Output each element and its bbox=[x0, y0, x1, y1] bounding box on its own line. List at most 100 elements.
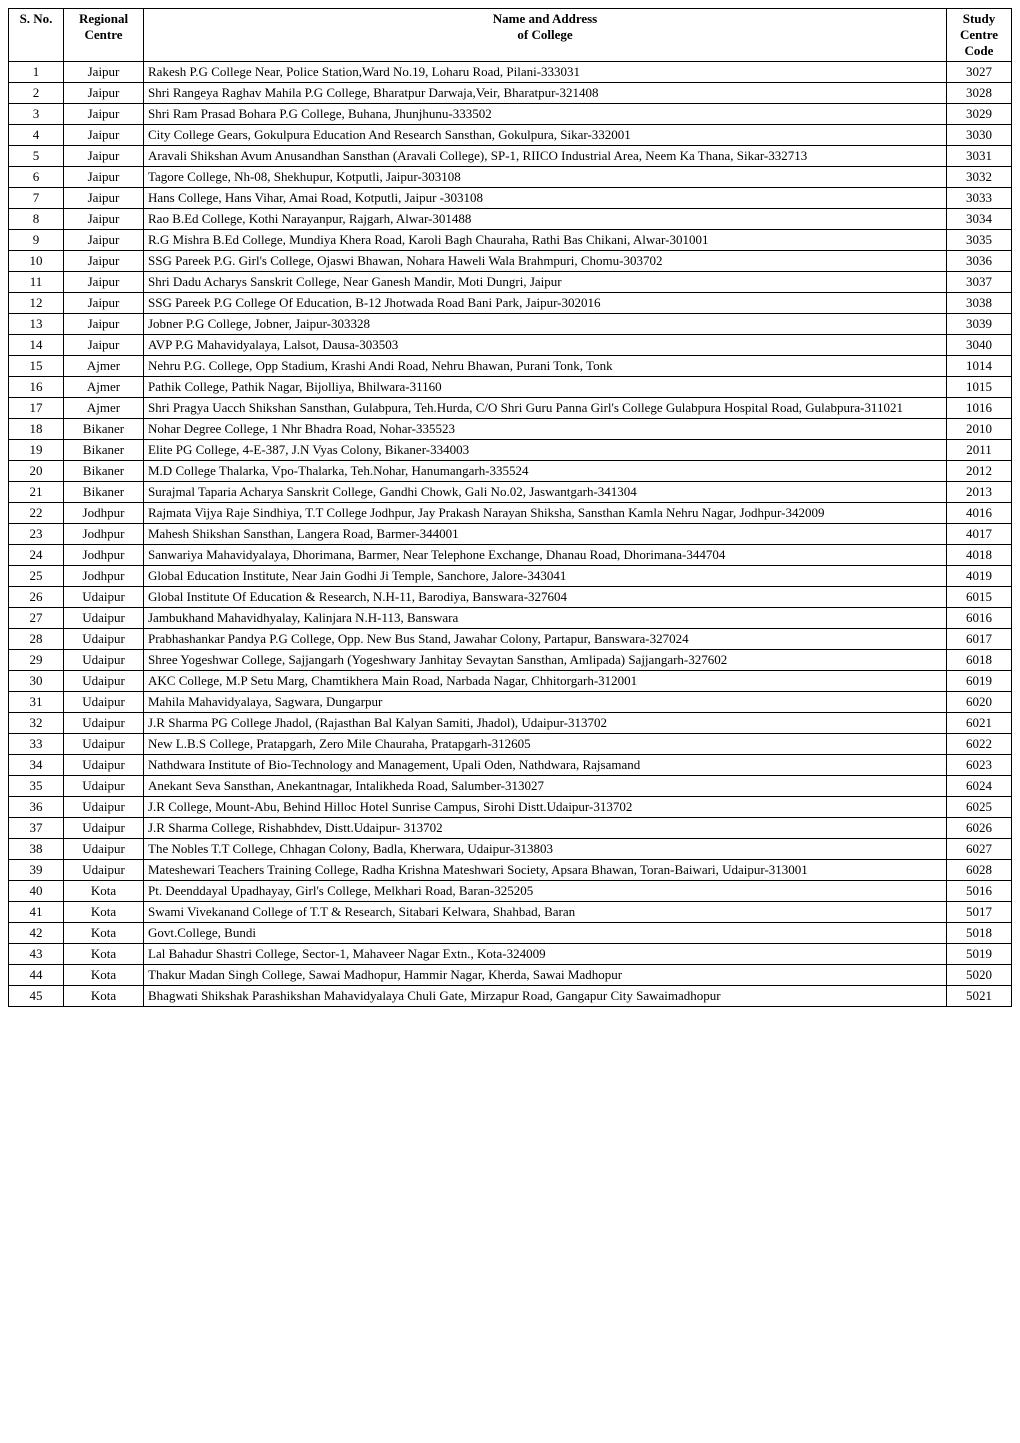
cell-code: 5021 bbox=[947, 986, 1012, 1007]
cell-code: 4018 bbox=[947, 545, 1012, 566]
cell-code: 3030 bbox=[947, 125, 1012, 146]
cell-code: 5016 bbox=[947, 881, 1012, 902]
cell-centre: Jodhpur bbox=[64, 503, 144, 524]
colleges-table: S. No. Regional Centre Name and Address … bbox=[8, 8, 1012, 1007]
cell-address: Shri Dadu Acharys Sanskrit College, Near… bbox=[144, 272, 947, 293]
cell-address: Sanwariya Mahavidyalaya, Dhorimana, Barm… bbox=[144, 545, 947, 566]
table-row: 17AjmerShri Pragya Uacch Shikshan Sansth… bbox=[9, 398, 1012, 419]
cell-code: 3040 bbox=[947, 335, 1012, 356]
table-row: 22JodhpurRajmata Vijya Raje Sindhiya, T.… bbox=[9, 503, 1012, 524]
table-row: 37UdaipurJ.R Sharma College, Rishabhdev,… bbox=[9, 818, 1012, 839]
cell-code: 5019 bbox=[947, 944, 1012, 965]
cell-centre: Jaipur bbox=[64, 188, 144, 209]
cell-centre: Jaipur bbox=[64, 146, 144, 167]
cell-centre: Jaipur bbox=[64, 62, 144, 83]
col-centre: Regional Centre bbox=[64, 9, 144, 62]
cell-address: Nohar Degree College, 1 Nhr Bhadra Road,… bbox=[144, 419, 947, 440]
table-row: 13JaipurJobner P.G College, Jobner, Jaip… bbox=[9, 314, 1012, 335]
cell-code: 6016 bbox=[947, 608, 1012, 629]
cell-address: Swami Vivekanand College of T.T & Resear… bbox=[144, 902, 947, 923]
cell-sno: 4 bbox=[9, 125, 64, 146]
cell-centre: Udaipur bbox=[64, 671, 144, 692]
cell-address: Rao B.Ed College, Kothi Narayanpur, Rajg… bbox=[144, 209, 947, 230]
cell-address: Global Institute Of Education & Research… bbox=[144, 587, 947, 608]
cell-centre: Jaipur bbox=[64, 83, 144, 104]
cell-address: Anekant Seva Sansthan, Anekantnagar, Int… bbox=[144, 776, 947, 797]
cell-code: 6015 bbox=[947, 587, 1012, 608]
cell-code: 3037 bbox=[947, 272, 1012, 293]
cell-address: New L.B.S College, Pratapgarh, Zero Mile… bbox=[144, 734, 947, 755]
cell-code: 2012 bbox=[947, 461, 1012, 482]
cell-sno: 40 bbox=[9, 881, 64, 902]
cell-address: Prabhashankar Pandya P.G College, Opp. N… bbox=[144, 629, 947, 650]
cell-code: 6019 bbox=[947, 671, 1012, 692]
table-row: 27UdaipurJambukhand Mahavidhyalay, Kalin… bbox=[9, 608, 1012, 629]
cell-address: Shri Pragya Uacch Shikshan Sansthan, Gul… bbox=[144, 398, 947, 419]
cell-address: Pathik College, Pathik Nagar, Bijolliya,… bbox=[144, 377, 947, 398]
col-code: Study Centre Code bbox=[947, 9, 1012, 62]
cell-address: The Nobles T.T College, Chhagan Colony, … bbox=[144, 839, 947, 860]
table-row: 6JaipurTagore College, Nh-08, Shekhupur,… bbox=[9, 167, 1012, 188]
cell-code: 3038 bbox=[947, 293, 1012, 314]
cell-address: Mahesh Shikshan Sansthan, Langera Road, … bbox=[144, 524, 947, 545]
table-row: 18BikanerNohar Degree College, 1 Nhr Bha… bbox=[9, 419, 1012, 440]
cell-sno: 8 bbox=[9, 209, 64, 230]
cell-code: 6023 bbox=[947, 755, 1012, 776]
cell-sno: 28 bbox=[9, 629, 64, 650]
cell-sno: 39 bbox=[9, 860, 64, 881]
cell-sno: 27 bbox=[9, 608, 64, 629]
table-row: 14JaipurAVP P.G Mahavidyalaya, Lalsot, D… bbox=[9, 335, 1012, 356]
table-row: 23JodhpurMahesh Shikshan Sansthan, Lange… bbox=[9, 524, 1012, 545]
cell-centre: Udaipur bbox=[64, 818, 144, 839]
cell-address: SSG Pareek P.G College Of Education, B-1… bbox=[144, 293, 947, 314]
cell-code: 3033 bbox=[947, 188, 1012, 209]
cell-code: 2010 bbox=[947, 419, 1012, 440]
table-row: 3JaipurShri Ram Prasad Bohara P.G Colleg… bbox=[9, 104, 1012, 125]
cell-code: 4016 bbox=[947, 503, 1012, 524]
table-row: 44KotaThakur Madan Singh College, Sawai … bbox=[9, 965, 1012, 986]
cell-address: Mateshewari Teachers Training College, R… bbox=[144, 860, 947, 881]
cell-sno: 44 bbox=[9, 965, 64, 986]
cell-code: 3027 bbox=[947, 62, 1012, 83]
cell-address: Tagore College, Nh-08, Shekhupur, Kotput… bbox=[144, 167, 947, 188]
cell-centre: Bikaner bbox=[64, 482, 144, 503]
cell-address: SSG Pareek P.G. Girl's College, Ojaswi B… bbox=[144, 251, 947, 272]
col-addr-line1: Name and Address bbox=[493, 11, 598, 26]
cell-code: 6021 bbox=[947, 713, 1012, 734]
cell-sno: 7 bbox=[9, 188, 64, 209]
cell-sno: 5 bbox=[9, 146, 64, 167]
cell-centre: Jodhpur bbox=[64, 524, 144, 545]
cell-code: 4019 bbox=[947, 566, 1012, 587]
cell-sno: 41 bbox=[9, 902, 64, 923]
cell-sno: 14 bbox=[9, 335, 64, 356]
cell-code: 4017 bbox=[947, 524, 1012, 545]
cell-centre: Udaipur bbox=[64, 839, 144, 860]
cell-code: 1016 bbox=[947, 398, 1012, 419]
cell-address: Nehru P.G. College, Opp Stadium, Krashi … bbox=[144, 356, 947, 377]
cell-centre: Kota bbox=[64, 986, 144, 1007]
cell-sno: 3 bbox=[9, 104, 64, 125]
cell-centre: Jodhpur bbox=[64, 545, 144, 566]
table-row: 25JodhpurGlobal Education Institute, Nea… bbox=[9, 566, 1012, 587]
table-row: 21BikanerSurajmal Taparia Acharya Sanskr… bbox=[9, 482, 1012, 503]
cell-address: Shree Yogeshwar College, Sajjangarh (Yog… bbox=[144, 650, 947, 671]
table-row: 36UdaipurJ.R College, Mount-Abu, Behind … bbox=[9, 797, 1012, 818]
col-code-line2: Centre bbox=[960, 27, 998, 42]
cell-centre: Jaipur bbox=[64, 209, 144, 230]
table-row: 45KotaBhagwati Shikshak Parashikshan Mah… bbox=[9, 986, 1012, 1007]
table-row: 38UdaipurThe Nobles T.T College, Chhagan… bbox=[9, 839, 1012, 860]
table-header: S. No. Regional Centre Name and Address … bbox=[9, 9, 1012, 62]
cell-centre: Jaipur bbox=[64, 293, 144, 314]
cell-sno: 24 bbox=[9, 545, 64, 566]
cell-code: 1014 bbox=[947, 356, 1012, 377]
cell-code: 5018 bbox=[947, 923, 1012, 944]
cell-sno: 22 bbox=[9, 503, 64, 524]
cell-code: 3032 bbox=[947, 167, 1012, 188]
cell-sno: 36 bbox=[9, 797, 64, 818]
cell-centre: Jaipur bbox=[64, 167, 144, 188]
table-row: 39UdaipurMateshewari Teachers Training C… bbox=[9, 860, 1012, 881]
table-row: 26UdaipurGlobal Institute Of Education &… bbox=[9, 587, 1012, 608]
cell-centre: Jaipur bbox=[64, 314, 144, 335]
table-row: 41KotaSwami Vivekanand College of T.T & … bbox=[9, 902, 1012, 923]
cell-code: 3031 bbox=[947, 146, 1012, 167]
